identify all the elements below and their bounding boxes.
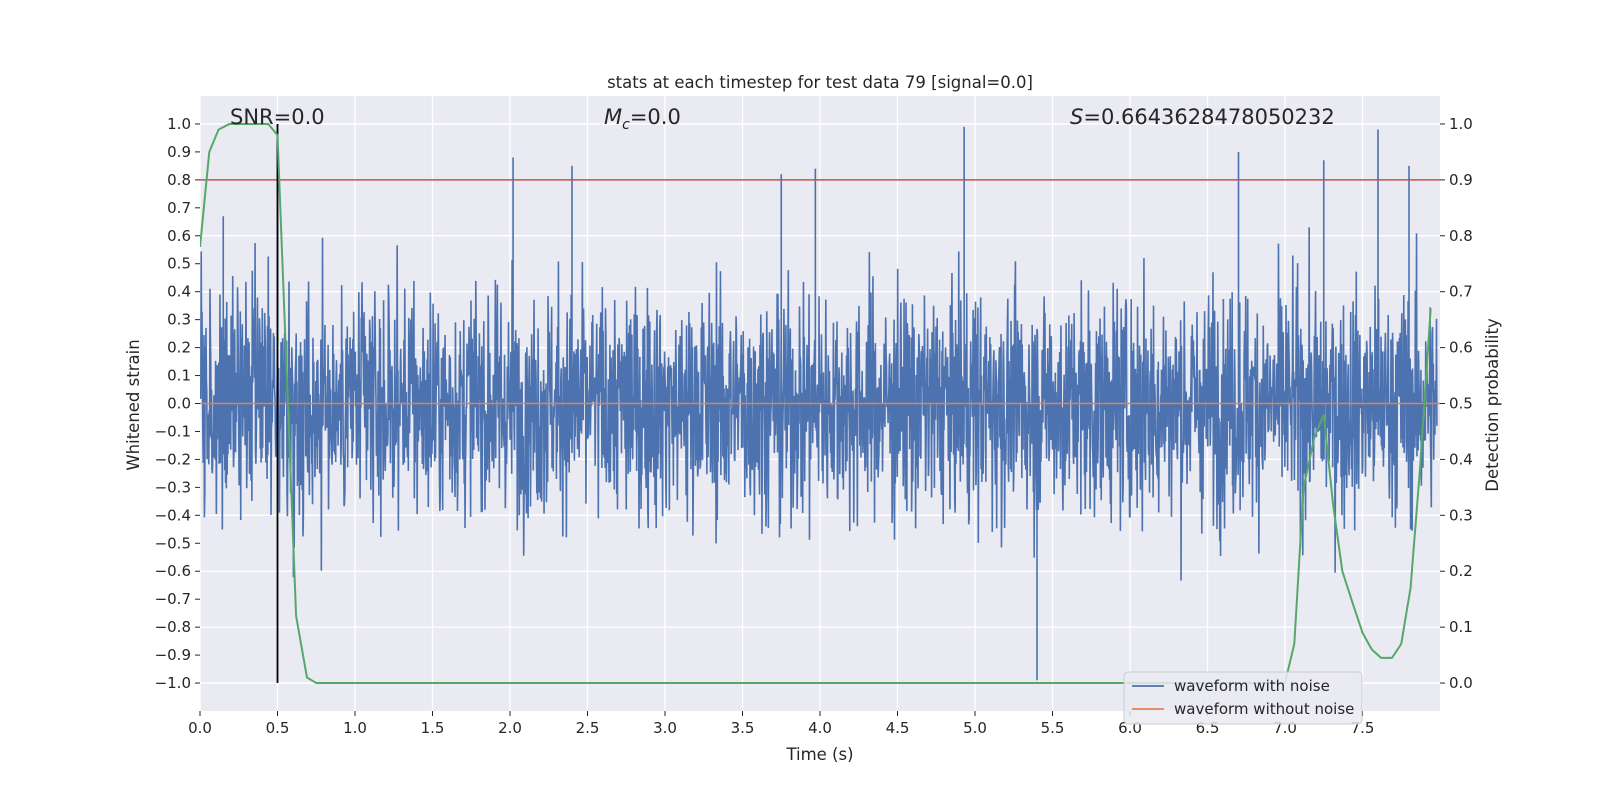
series-detection-probability [200, 122, 1432, 685]
x-tick-label: 4.5 [886, 719, 910, 737]
y-axis-ticks: −1.0 −0.9 −0.8 −0.7 −0.6 −0.5 −0.4 −0.3 −0.2 −0.1… [155, 115, 200, 692]
y2-tick-label: 0.5 [1449, 395, 1473, 413]
y-tick-label: −0.4 [155, 506, 191, 524]
y-axis-title: Whitened strain [124, 339, 143, 470]
y2-tick-label: 0.4 [1449, 450, 1473, 468]
legend-label-noise: waveform with noise [1174, 677, 1330, 695]
y2-tick-label: 1.0 [1449, 115, 1473, 133]
x-tick-label: 0.0 [188, 719, 212, 737]
y2-tick-label: 0.3 [1449, 506, 1473, 524]
y-tick-label: −1.0 [155, 674, 191, 692]
s-symbol: S [1070, 105, 1083, 129]
y2-tick-label: 0.7 [1449, 283, 1473, 301]
y-tick-label: −0.1 [155, 422, 191, 440]
y2-axis-title: Detection probability [1483, 318, 1502, 492]
x-axis-title: Time (s) [785, 745, 853, 764]
y2-tick-label: 0.9 [1449, 171, 1473, 189]
x-tick-label: 4.0 [808, 719, 832, 737]
x-tick-label: 1.0 [343, 719, 367, 737]
y-tick-label: −0.2 [155, 450, 191, 468]
mc-symbol: M [604, 105, 622, 129]
y2-tick-label: 0.6 [1449, 339, 1473, 357]
chart-title: stats at each timestep for test data 79 … [607, 73, 1033, 92]
y-tick-label: 1.0 [167, 115, 191, 133]
y2-tick-label: 0.8 [1449, 227, 1473, 245]
plot-lines [200, 122, 1440, 685]
x-tick-label: 1.5 [421, 719, 445, 737]
y-tick-label: −0.8 [155, 618, 191, 636]
y-tick-label: −0.9 [155, 646, 191, 664]
y2-tick-label: 0.1 [1449, 618, 1473, 636]
x-tick-label: 2.5 [576, 719, 600, 737]
x-tick-label: 3.5 [731, 719, 755, 737]
y-tick-label: −0.3 [155, 478, 191, 496]
y-tick-label: 0.2 [167, 339, 191, 357]
y2-tick-label: 0.0 [1449, 674, 1473, 692]
mc-annotation: Mc=0.0 [604, 105, 681, 133]
y-tick-label: 0.3 [167, 311, 191, 329]
mc-value: =0.0 [630, 105, 681, 129]
y-tick-label: 0.6 [167, 227, 191, 245]
mc-subscript: c [622, 117, 630, 133]
x-tick-label: 5.0 [963, 719, 987, 737]
snr-annotation: SNR=0.0 [230, 105, 325, 129]
y-tick-label: 0.8 [167, 171, 191, 189]
legend: waveform with noise waveform without noi… [1123, 671, 1363, 725]
y-tick-label: −0.5 [155, 534, 191, 552]
y2-axis-ticks: 0.0 0.1 0.2 0.3 0.4 0.5 0.6 0.7 0.8 0.9 1.0 [1440, 115, 1473, 692]
y-tick-label: −0.7 [155, 590, 191, 608]
legend-box [1123, 671, 1363, 725]
y2-tick-label: 0.2 [1449, 562, 1473, 580]
s-value: =0.6643628478050232 [1083, 105, 1334, 129]
y-tick-label: −0.6 [155, 562, 191, 580]
x-tick-label: 3.0 [653, 719, 677, 737]
y-tick-label: 0.1 [167, 367, 191, 385]
y-tick-label: 0.7 [167, 199, 191, 217]
y-tick-label: 0.4 [167, 283, 191, 301]
s-annotation: S=0.6643628478050232 [1070, 105, 1335, 129]
y-tick-label: 0.5 [167, 255, 191, 273]
x-tick-label: 2.0 [498, 719, 522, 737]
y-tick-label: 0.9 [167, 143, 191, 161]
y-tick-label: 0.0 [167, 395, 191, 413]
x-tick-label: 5.5 [1041, 719, 1065, 737]
legend-label-clean: waveform without noise [1174, 700, 1354, 718]
x-tick-label: 0.5 [266, 719, 290, 737]
